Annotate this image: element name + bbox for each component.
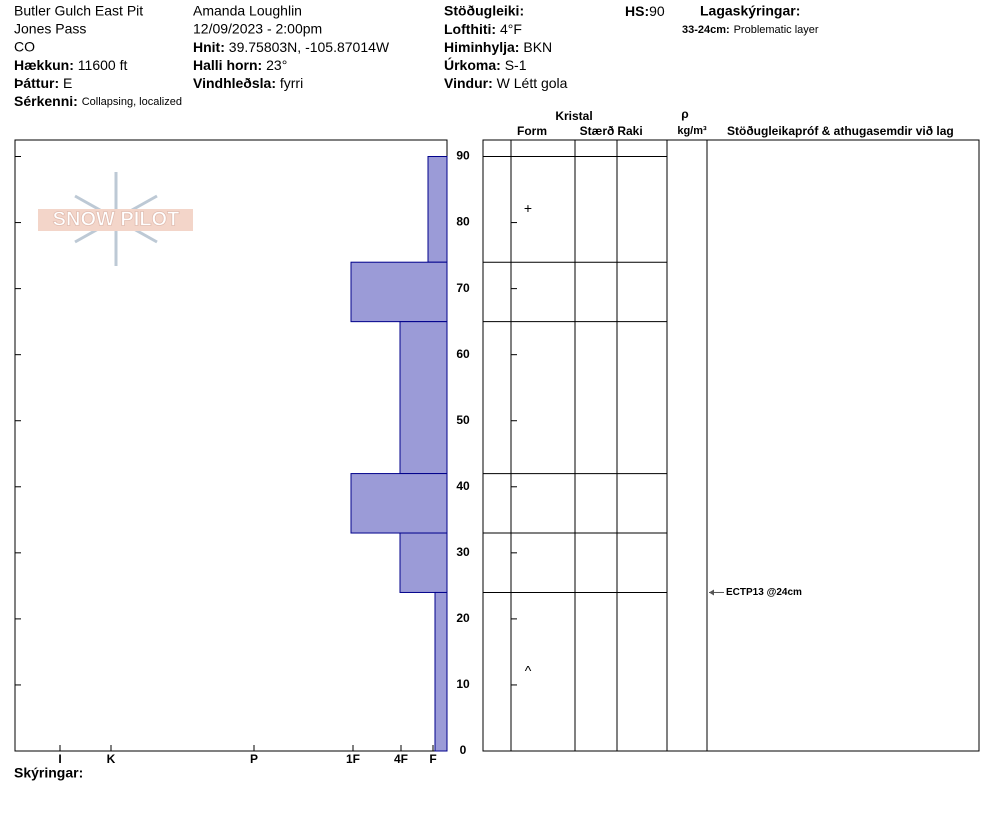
x-tick-label: 4F (394, 752, 408, 766)
y-tick-label: 60 (456, 347, 470, 361)
x-tick-label: I (58, 752, 61, 766)
datetime: 12/09/2023 - 2:00pm (193, 21, 322, 37)
hardness-frame (14, 139, 448, 752)
y-tick-label: 20 (456, 611, 470, 625)
hardness-bar (350, 261, 448, 323)
hs: HS:90 (625, 3, 665, 19)
grain-form: + (524, 200, 532, 216)
value: 11600 ft (78, 57, 128, 73)
layers-frame (482, 139, 980, 752)
footer: Skýringar: (14, 765, 83, 781)
logo-text: SNOW PILOT (53, 208, 180, 230)
y-tick-label: 80 (456, 215, 470, 229)
value: 90 (649, 3, 665, 19)
arrow-head (709, 589, 714, 596)
logo-band (38, 209, 193, 231)
y-tick-label: 70 (456, 281, 470, 295)
header: Butler Gulch East Pit Jones Pass CO Hækk… (14, 3, 819, 109)
test-label: ECTP13 @24cm (726, 587, 802, 598)
x-tick-label: K (107, 752, 116, 766)
label: Sérkenni: (14, 93, 78, 109)
stability: Stöðugleiki: (444, 3, 524, 19)
label: Þáttur: (14, 75, 59, 91)
y-tick-label: 40 (456, 479, 470, 493)
precip: Úrkoma: S-1 (444, 56, 527, 73)
sky: Himinhylja: BKN (444, 39, 552, 55)
y-tick-label: 10 (456, 677, 470, 691)
value: 39.75803N, -105.87014W (229, 39, 390, 55)
value: 23° (266, 57, 287, 73)
value: E (63, 75, 72, 91)
y-tick-label: 0 (460, 743, 467, 757)
coords: Hnit: 39.75803N, -105.87014W (193, 39, 390, 55)
label: Úrkoma: (444, 56, 501, 73)
y-tick-label: 50 (456, 413, 470, 427)
label: Hnit: (193, 39, 225, 55)
x-tick-label: 1F (346, 752, 360, 766)
hardness-bar (399, 532, 448, 593)
wind: Vindur: W Létt gola (444, 75, 568, 91)
value: BKN (523, 39, 552, 55)
col-density: kg/m³ (677, 125, 707, 137)
hardness-bar (427, 156, 448, 263)
label: Vindhleðsla: (193, 75, 276, 91)
hardness-bar (434, 591, 448, 752)
col-size: Stærð (580, 124, 615, 138)
label: Halli horn: (193, 57, 262, 73)
logo: SNOW PILOT (38, 172, 193, 266)
grain-form: ^ (525, 662, 532, 678)
col-crystal: Kristal (555, 109, 592, 123)
col-comments: Stöðugleikapróf & athugasemdir við lag (727, 124, 954, 138)
slope: Halli horn: 23° (193, 57, 287, 73)
hardness-bar (350, 473, 448, 534)
label: Vindur: (444, 75, 493, 91)
y-tick-label: 30 (456, 545, 470, 559)
aspect: Þáttur: E (14, 75, 72, 91)
col-rho: ρ (681, 107, 688, 121)
layer-note: 33-24cm: Problematic layer (682, 21, 819, 37)
col-moisture: Raki (617, 124, 642, 138)
value: S-1 (505, 57, 527, 73)
layer-notes-title: Lagaskýringar: (700, 3, 800, 19)
hardness-bar (399, 321, 448, 475)
col-form: Form (517, 124, 547, 138)
value: fyrri (280, 75, 303, 91)
label: Lofthiti: (444, 21, 496, 37)
state: CO (14, 39, 35, 55)
site: Butler Gulch East Pit (14, 3, 143, 19)
value: 4°F (500, 21, 522, 37)
note: Problematic layer (734, 24, 819, 36)
elevation: Hækkun: 11600 ft (14, 57, 127, 73)
range: 33-24cm: (682, 24, 730, 36)
y-tick-label: 90 (456, 149, 470, 163)
value: W Létt gola (497, 75, 568, 91)
label: Hækkun: (14, 57, 74, 73)
air-temp: Lofthiti: 4°F (444, 21, 522, 37)
wind-loading: Vindhleðsla: fyrri (193, 75, 303, 91)
area: Jones Pass (14, 21, 86, 37)
value: Collapsing, localized (82, 96, 182, 108)
label: HS: (625, 3, 649, 19)
x-tick-label: P (250, 752, 258, 766)
features: Sérkenni: Collapsing, localized (14, 93, 182, 109)
x-tick-label: F (429, 752, 436, 766)
column-lines (510, 140, 708, 751)
observer: Amanda Loughlin (193, 3, 302, 19)
label: Himinhylja: (444, 39, 519, 55)
